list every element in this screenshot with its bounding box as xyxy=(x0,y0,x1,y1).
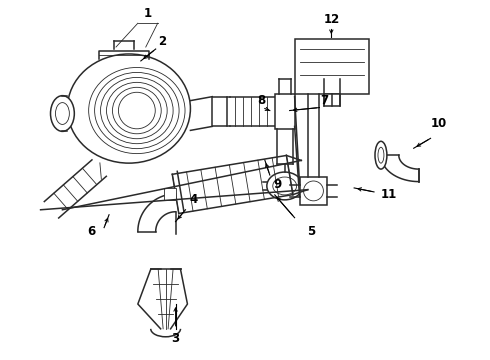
Text: 10: 10 xyxy=(430,117,446,130)
Ellipse shape xyxy=(375,141,387,169)
Text: 8: 8 xyxy=(258,94,266,107)
Bar xyxy=(164,188,175,200)
Text: 1: 1 xyxy=(144,7,152,20)
Ellipse shape xyxy=(273,177,296,195)
Ellipse shape xyxy=(303,181,323,201)
Text: 2: 2 xyxy=(159,35,167,48)
Ellipse shape xyxy=(50,96,74,131)
Ellipse shape xyxy=(378,147,384,163)
Text: 9: 9 xyxy=(273,179,282,192)
Bar xyxy=(299,177,327,205)
Bar xyxy=(324,94,340,105)
Text: 5: 5 xyxy=(307,225,316,238)
Text: 3: 3 xyxy=(172,332,180,345)
Text: 11: 11 xyxy=(381,188,397,201)
Ellipse shape xyxy=(267,172,302,200)
Ellipse shape xyxy=(68,54,191,163)
Ellipse shape xyxy=(55,103,70,125)
Bar xyxy=(294,39,369,94)
Text: 7: 7 xyxy=(320,94,328,107)
Bar xyxy=(212,96,227,126)
Text: 4: 4 xyxy=(189,193,197,206)
Text: 6: 6 xyxy=(87,225,96,238)
Text: 12: 12 xyxy=(323,13,340,26)
Bar xyxy=(275,94,294,129)
